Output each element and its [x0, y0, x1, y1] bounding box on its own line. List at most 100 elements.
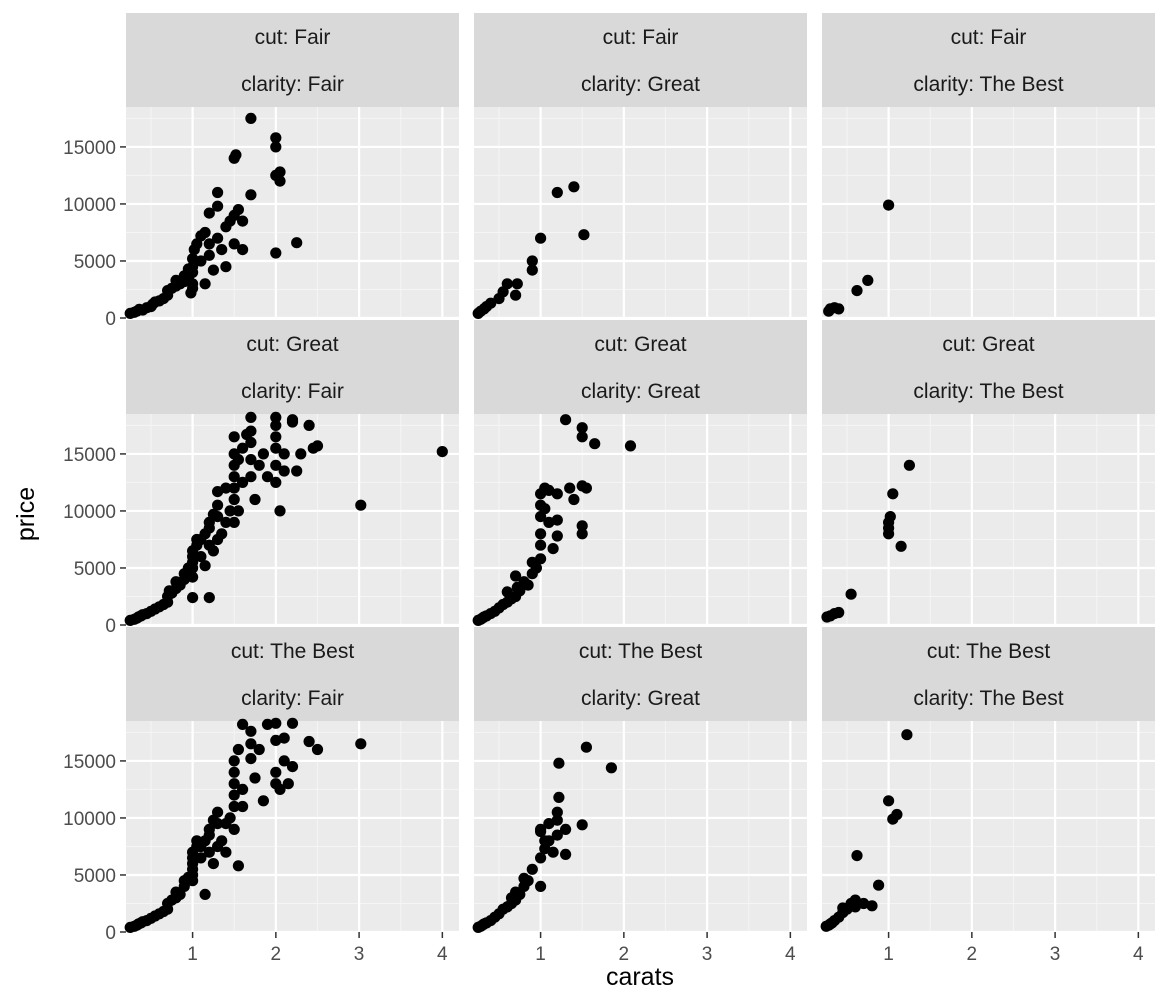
- data-point: [199, 278, 211, 290]
- data-point: [232, 860, 244, 872]
- data-point: [501, 278, 513, 290]
- facet-strip-col: [126, 674, 459, 721]
- data-point: [551, 186, 563, 199]
- data-point: [230, 149, 242, 161]
- data-point: [311, 743, 324, 756]
- panels-layer: cut: Fair clarity: Fair cut: Fair clarity: …: [124, 13, 1155, 934]
- data-point: [560, 823, 572, 835]
- data-point: [286, 761, 299, 773]
- data-point: [203, 592, 215, 604]
- data-point: [245, 725, 257, 737]
- facet-strip-row-label: cut: Fair: [603, 26, 679, 49]
- data-point: [270, 459, 282, 471]
- plot-area: [472, 107, 807, 320]
- x-tick-label: 3: [702, 944, 713, 965]
- data-point: [245, 112, 257, 124]
- data-point: [237, 783, 249, 795]
- data-point: [901, 729, 913, 741]
- data-point: [274, 505, 286, 517]
- data-point: [228, 238, 240, 250]
- data-point: [212, 499, 224, 511]
- data-point: [551, 514, 563, 526]
- plot-area: [820, 721, 1155, 934]
- y-tick-label: 15000: [63, 445, 116, 466]
- data-point: [245, 471, 257, 483]
- x-tick-label: 3: [354, 944, 365, 965]
- data-point: [891, 808, 903, 821]
- facet-panel-r2-c0: cut: The Best clarity: Fair: [124, 627, 459, 934]
- y-tick-label: 15000: [63, 752, 116, 773]
- data-point: [539, 843, 551, 855]
- x-tick-label: 4: [437, 944, 448, 965]
- x-tick-label: 4: [1133, 944, 1144, 965]
- data-point: [543, 516, 555, 528]
- data-point: [228, 823, 240, 835]
- data-point: [228, 493, 240, 506]
- data-point: [873, 879, 885, 891]
- data-point: [895, 540, 907, 552]
- data-point: [237, 476, 249, 488]
- y-tick-label: 0: [105, 309, 116, 330]
- data-point: [866, 900, 878, 912]
- data-point: [187, 571, 199, 583]
- data-point: [311, 440, 324, 452]
- data-point: [203, 238, 215, 250]
- y-tick-label: 10000: [63, 195, 116, 216]
- data-point: [203, 249, 215, 261]
- facet-strip-col-label: clarity: Great: [581, 380, 700, 403]
- data-point: [526, 255, 538, 267]
- data-point: [436, 446, 448, 458]
- facet-strip-row: [474, 627, 807, 674]
- data-point: [278, 465, 290, 477]
- data-point: [237, 718, 249, 730]
- data-point: [543, 818, 555, 830]
- data-point: [220, 482, 232, 494]
- data-point: [845, 588, 857, 600]
- facet-strip-row: [126, 627, 459, 674]
- data-point: [270, 247, 282, 259]
- data-point: [207, 264, 219, 276]
- data-point: [270, 476, 282, 488]
- data-point: [195, 255, 207, 267]
- x-tick-label: 1: [535, 944, 546, 965]
- data-point: [530, 562, 542, 574]
- data-point: [261, 471, 274, 483]
- data-point: [291, 465, 303, 477]
- data-point: [249, 493, 261, 506]
- data-point: [228, 789, 240, 801]
- data-point: [220, 516, 232, 528]
- data-point: [605, 762, 617, 774]
- data-point: [535, 880, 547, 892]
- data-point: [232, 454, 244, 466]
- data-point: [203, 823, 215, 835]
- data-point: [837, 902, 849, 914]
- data-point: [278, 755, 290, 767]
- plot-background: [822, 414, 1155, 625]
- y-tick-label: 0: [105, 616, 116, 637]
- data-point: [228, 778, 240, 790]
- data-point: [228, 431, 240, 443]
- plot-area: [821, 414, 1155, 627]
- facet-strip-row: [474, 13, 807, 60]
- facet-strip-col-label: clarity: Fair: [241, 687, 344, 710]
- facet-strip-row: [822, 320, 1155, 367]
- data-point: [485, 297, 497, 309]
- data-point: [624, 440, 637, 452]
- data-point: [505, 892, 518, 904]
- plot-area: [124, 717, 459, 934]
- data-point: [237, 800, 249, 813]
- data-point: [237, 442, 249, 454]
- data-point: [553, 757, 565, 769]
- facet-strip-row-label: cut: Great: [246, 333, 338, 356]
- data-point: [216, 528, 228, 540]
- plot-area: [124, 411, 459, 627]
- data-point: [224, 505, 236, 517]
- data-point: [274, 175, 286, 187]
- data-point: [522, 875, 534, 887]
- data-point: [203, 846, 215, 858]
- facet-strip-col-label: clarity: Fair: [241, 380, 344, 403]
- data-point: [303, 419, 315, 431]
- data-point: [833, 303, 845, 315]
- facet-strip-row-label: cut: Great: [942, 333, 1034, 356]
- plot-area: [124, 107, 459, 320]
